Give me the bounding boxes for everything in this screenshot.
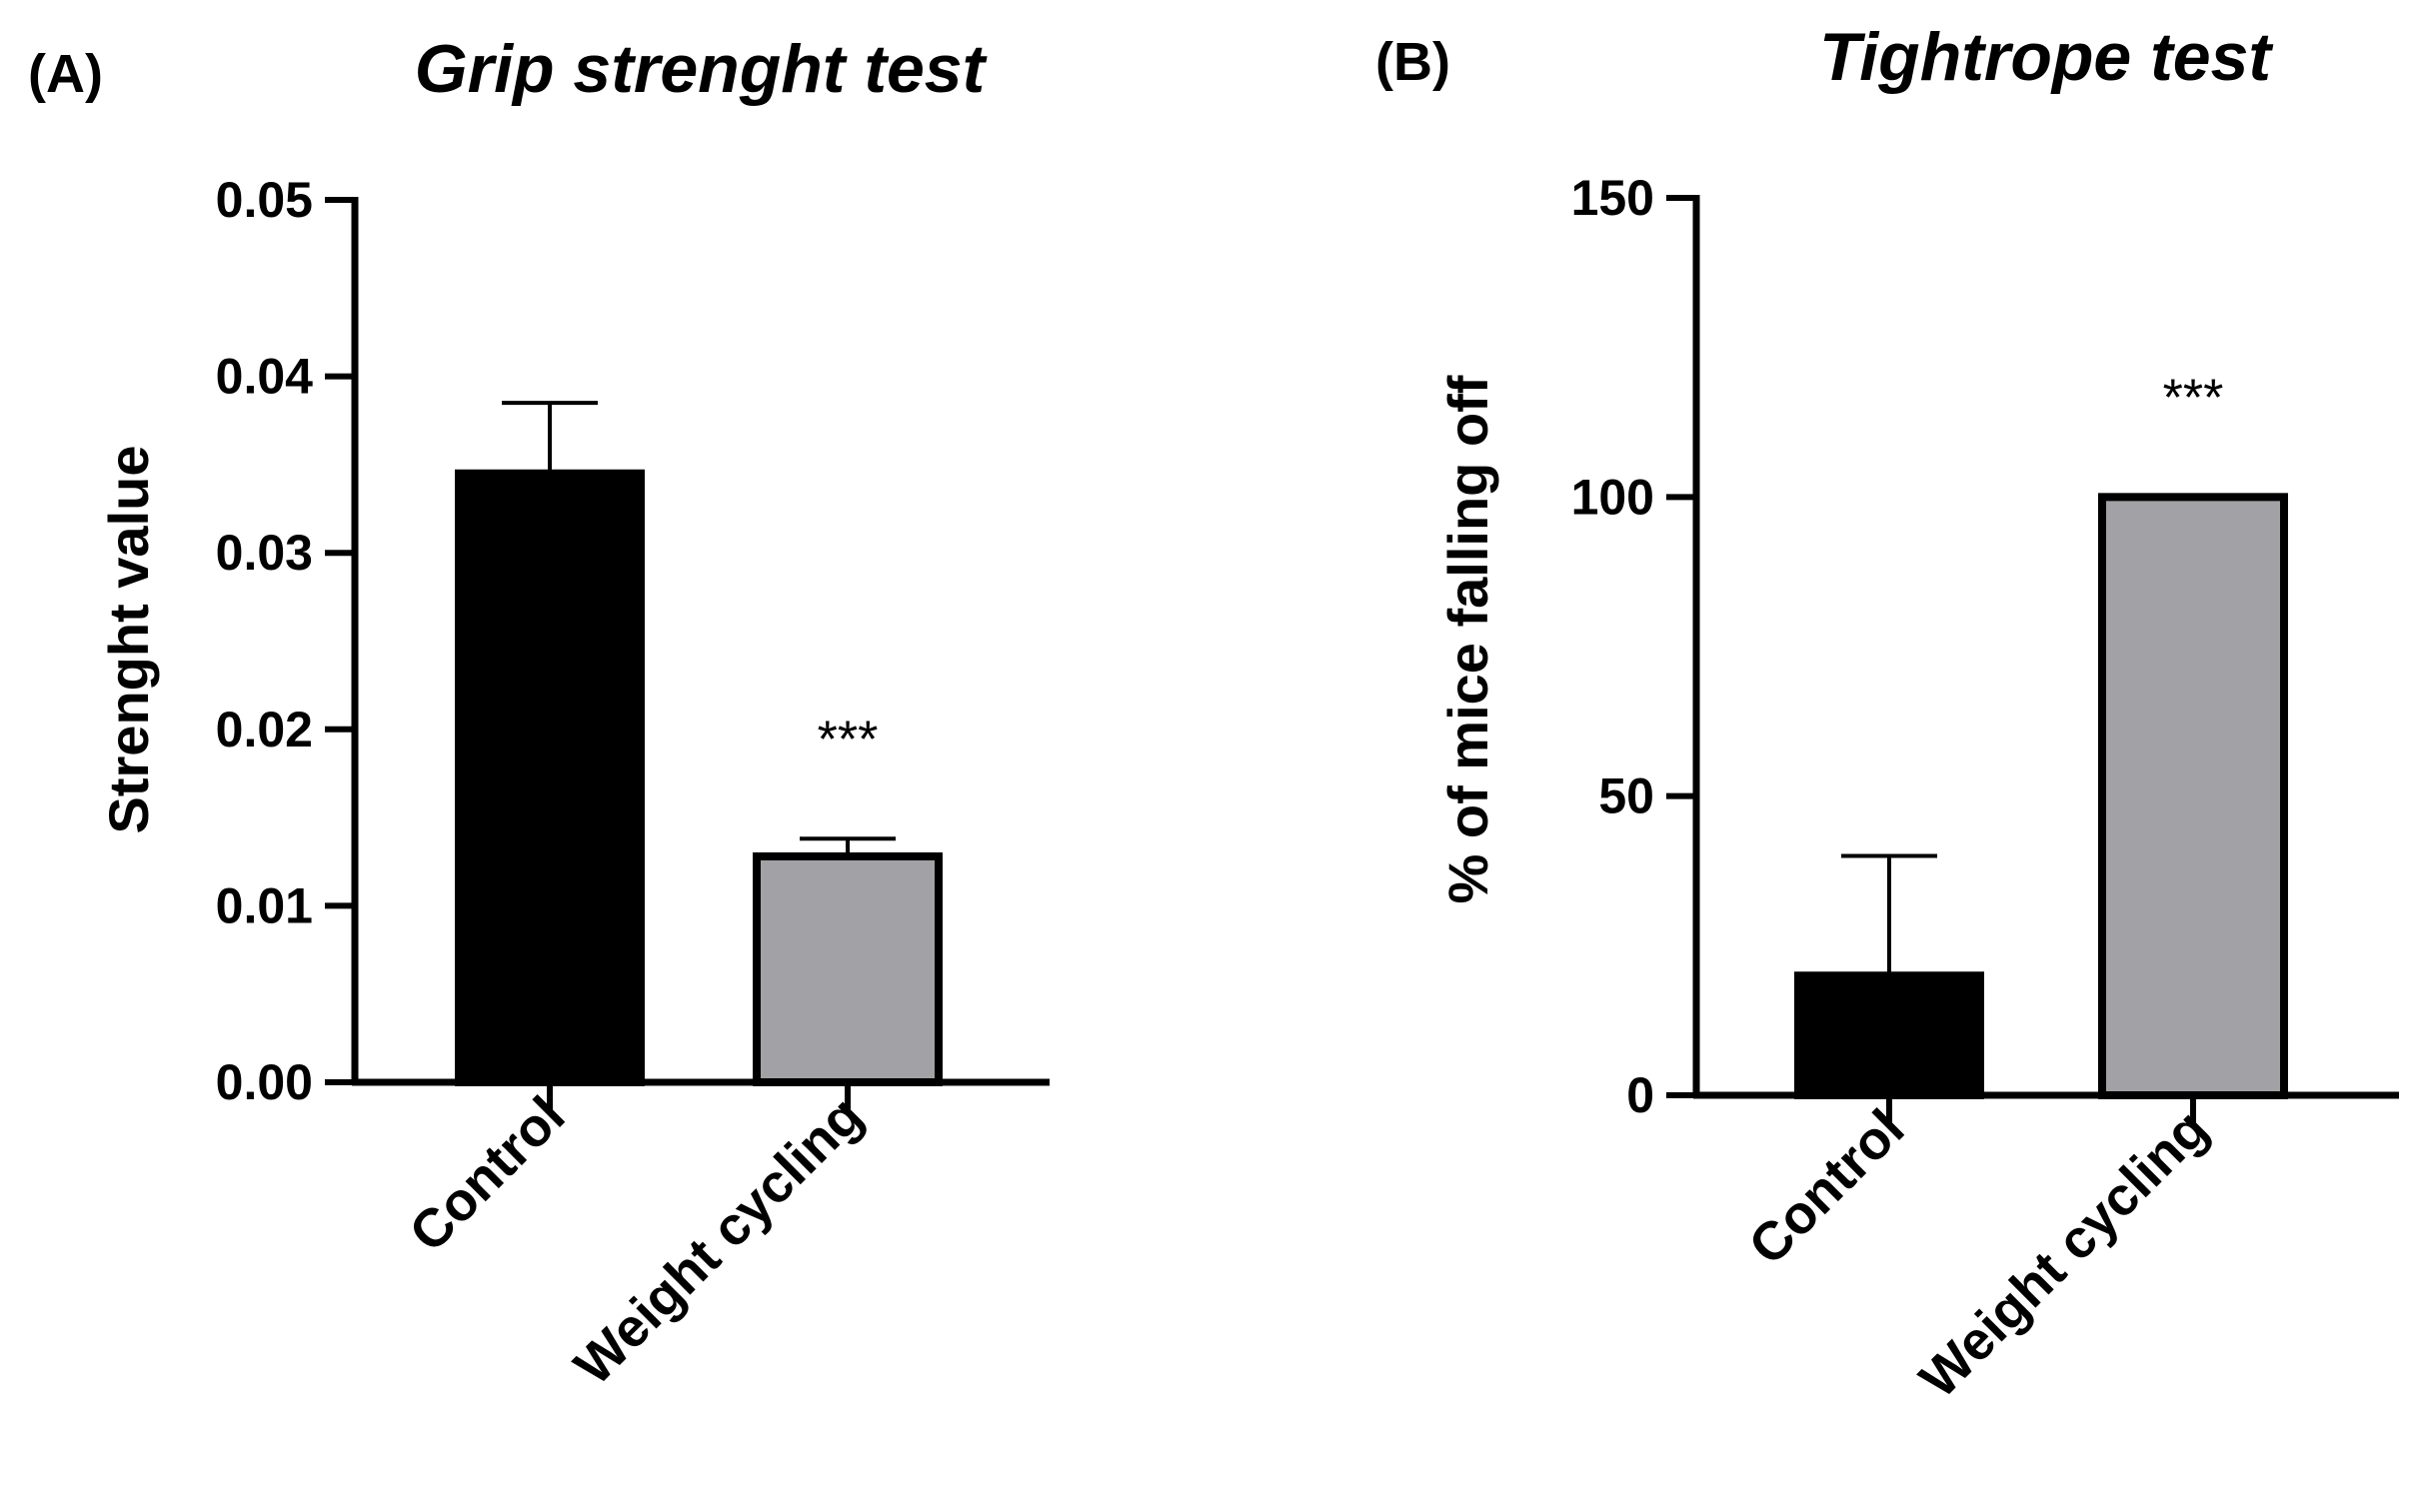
panel-b-category-label: Control <box>1737 1098 1915 1276</box>
panel-a-bar <box>455 469 645 1087</box>
panel-a-y-tick-label: 0.04 <box>216 349 314 405</box>
panel-a-y-tick-label: 0.01 <box>216 877 313 933</box>
panel-b-y-tick-label: 150 <box>1571 170 1654 226</box>
panel-a-significance-label: *** <box>818 711 879 768</box>
panel-a-y-tick-label: 0.03 <box>216 525 313 581</box>
panel-b-y-tick-label: 0 <box>1626 1067 1654 1123</box>
panel-a-y-tick-label: 0.00 <box>216 1054 313 1110</box>
panel-b-y-tick-label: 100 <box>1571 469 1654 525</box>
panel-a-plot-area: Control *** Weight cycling 0.00 0.01 0.02 0.03… <box>216 172 1050 1396</box>
panel-b-significance-label: *** <box>2163 369 2224 427</box>
panel-b-bar <box>2098 493 2288 1100</box>
panel-b-plot-area: Control *** Weight cycling 0 50 100 150 <box>1571 170 2399 1409</box>
panel-a-y-tick-label: 0.02 <box>216 702 313 757</box>
panel-b-bar <box>1794 971 1984 1099</box>
tightrope-chart: (B) Tightrope test % of mice falling off… <box>1375 19 2399 1409</box>
panel-b-y-axis-label: % of mice falling off <box>1436 375 1499 903</box>
panel-a-y-axis-label: Strenght value <box>97 446 160 834</box>
panel-a-category-label: Control <box>398 1085 576 1263</box>
panel-b-category-label: Weight cycling <box>1908 1098 2219 1409</box>
panel-b-y-tick-label: 50 <box>1598 768 1654 824</box>
panel-b-letter: (B) <box>1375 32 1450 92</box>
panel-a-bar <box>753 851 943 1087</box>
panel-a-y-tick-label: 0.05 <box>216 172 313 228</box>
panel-b-title: Tightrope test <box>1819 19 2273 95</box>
panel-a-category-label: Weight cycling <box>563 1085 874 1396</box>
panel-a-title: Grip strenght test <box>415 31 988 107</box>
grip-strength-chart: (A) Grip strenght test Strenght value Co… <box>28 31 1050 1396</box>
panel-a-letter: (A) <box>28 44 103 104</box>
